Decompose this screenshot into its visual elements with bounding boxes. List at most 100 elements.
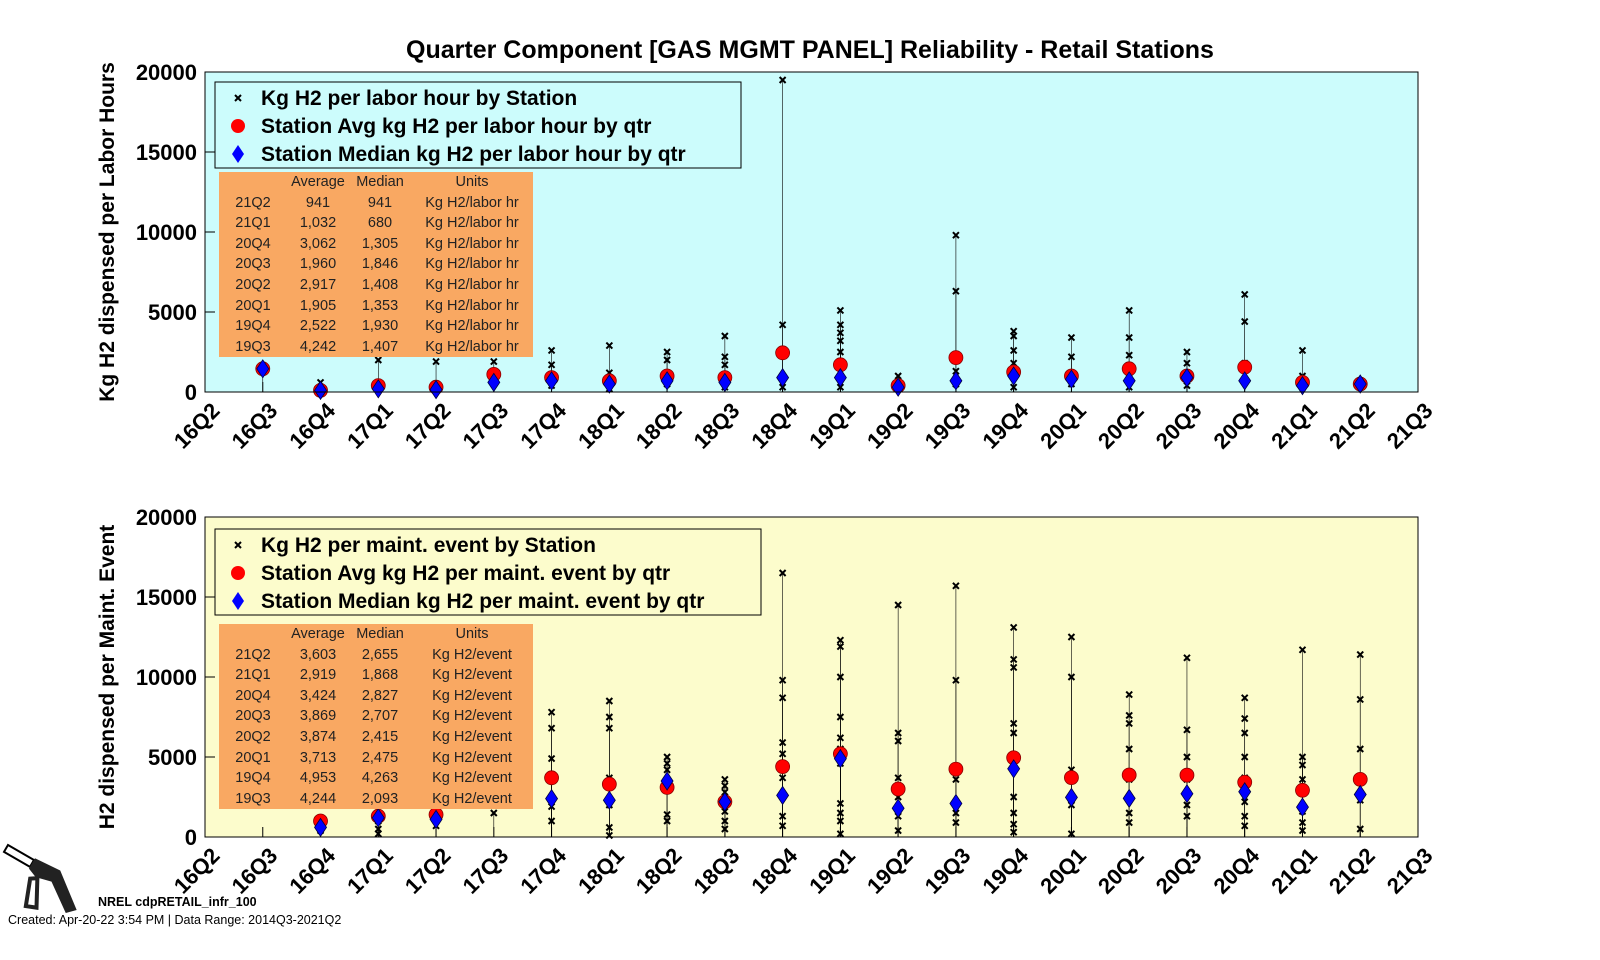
- station-point: [952, 231, 960, 239]
- station-point: [1241, 714, 1249, 723]
- x-tick-label: 16Q3: [227, 843, 283, 899]
- table-cell: Kg H2/labor hr: [425, 235, 519, 252]
- station-point: [1009, 663, 1018, 672]
- x-tick-label: 18Q2: [631, 398, 687, 454]
- avg-point: [775, 345, 791, 361]
- table-row: 21Q2 3,603 2,655 Kg H2/event: [219, 645, 533, 666]
- station-point: [1067, 333, 1076, 342]
- median-point: [1180, 783, 1194, 804]
- station-point: [894, 729, 902, 737]
- legend-median-marker: [232, 145, 244, 163]
- legend-median-marker: [232, 592, 244, 610]
- median-point: [1122, 371, 1136, 391]
- table-cell: 2,707: [361, 708, 399, 725]
- table-cell: Kg H2/event: [432, 749, 512, 766]
- table-cell: Kg H2/labor hr: [425, 338, 519, 355]
- x-tick-label: 19Q3: [920, 843, 976, 899]
- station-point: [605, 713, 614, 721]
- x-tick-label: 16Q4: [284, 842, 340, 898]
- station-point: [547, 346, 556, 355]
- legend: Kg H2 per labor hour by Station Station A…: [214, 81, 742, 169]
- station-point: [836, 817, 845, 825]
- table-cell: 2,475: [361, 749, 399, 766]
- avg-point: [1064, 770, 1079, 785]
- table-cell: 3,424: [299, 687, 337, 704]
- median-point: [718, 372, 732, 393]
- station-point: [721, 782, 729, 790]
- x-tick-label: 16Q3: [227, 398, 283, 454]
- labor-hour-summary-table: Average Median Units 21Q2 941 941 Kg H2/labor …: [219, 172, 533, 358]
- table-cell: 20Q4: [235, 687, 271, 704]
- station-point: [1009, 828, 1018, 836]
- station-point: [836, 642, 845, 651]
- station-point: [374, 356, 382, 364]
- table-cell: 3,874: [299, 728, 337, 745]
- station-point: [490, 357, 498, 366]
- legend-entry: Station Median kg H2 per maint. event by…: [261, 590, 704, 613]
- table-cell: [219, 172, 287, 193]
- station-point: [1183, 359, 1191, 367]
- station-point: [547, 817, 556, 825]
- legend-avg-marker: [231, 566, 245, 580]
- station-point: [1298, 761, 1307, 769]
- x-tick-label: 18Q3: [689, 398, 745, 454]
- x-tick-label: 16Q4: [284, 397, 340, 453]
- y-tick-label: 0: [185, 825, 197, 850]
- table-cell: Kg H2/event: [432, 790, 512, 807]
- x-tick-label: 17Q2: [400, 843, 456, 899]
- table-cell: 19Q4: [235, 318, 271, 335]
- station-point: [374, 830, 382, 838]
- median-point: [1295, 375, 1309, 396]
- median-point: [1353, 374, 1367, 394]
- station-point: [663, 817, 671, 825]
- x-tick-label: 18Q1: [573, 843, 629, 899]
- station-point: [836, 673, 845, 681]
- x-tick-label: 18Q2: [631, 843, 687, 899]
- station-point: [778, 694, 787, 702]
- table-cell: 4,263: [361, 770, 399, 787]
- axes-frame: [204, 516, 1419, 838]
- median-point: [718, 792, 732, 812]
- station-point: [1009, 655, 1018, 664]
- y-tick-label: 10000: [136, 665, 197, 690]
- table-cell: 4,242: [299, 338, 337, 355]
- station-point: [1183, 726, 1191, 734]
- legend: Kg H2 per maint. event by Station Station…: [214, 528, 762, 616]
- table-row: 20Q4 3,062 1,305 Kg H2/labor hr: [219, 234, 533, 255]
- median-point: [429, 809, 443, 830]
- table-cell: 1,353: [361, 297, 399, 314]
- station-point: [1125, 306, 1133, 315]
- station-point: [952, 582, 960, 590]
- x-tick-label: 16Q2: [169, 398, 225, 454]
- median-point: [371, 808, 385, 828]
- x-tick-label: 19Q1: [804, 398, 860, 454]
- station-point: [605, 724, 614, 732]
- x-tick-label: 16Q2: [169, 843, 225, 899]
- table-header: Average Median Units: [219, 172, 533, 193]
- x-tick-label: 19Q2: [862, 843, 918, 899]
- station-point: [778, 76, 787, 84]
- legend-station-marker: [234, 94, 242, 102]
- station-point: [1298, 646, 1307, 654]
- median-point: [1353, 784, 1367, 805]
- station-point: [894, 372, 902, 380]
- avg-point: [890, 781, 906, 797]
- median-point: [1007, 759, 1021, 779]
- station-point: [778, 812, 787, 820]
- station-point: [1298, 753, 1307, 761]
- table-cell: 20Q2: [235, 728, 271, 745]
- table-cell: Average: [291, 174, 345, 190]
- y-tick-label: 10000: [136, 220, 197, 245]
- station-point: [952, 818, 960, 827]
- y-tick-label: 15000: [136, 585, 197, 610]
- station-point: [1183, 348, 1191, 356]
- table-cell: 20Q3: [235, 708, 271, 725]
- station-point: [1125, 690, 1133, 699]
- station-point: [721, 817, 729, 825]
- x-tick-label: 20Q2: [1093, 843, 1149, 899]
- table-row: 20Q3 3,869 2,707 Kg H2/event: [219, 706, 533, 727]
- station-point: [952, 287, 960, 295]
- table-cell: 1,868: [361, 667, 399, 684]
- median-point: [833, 748, 847, 769]
